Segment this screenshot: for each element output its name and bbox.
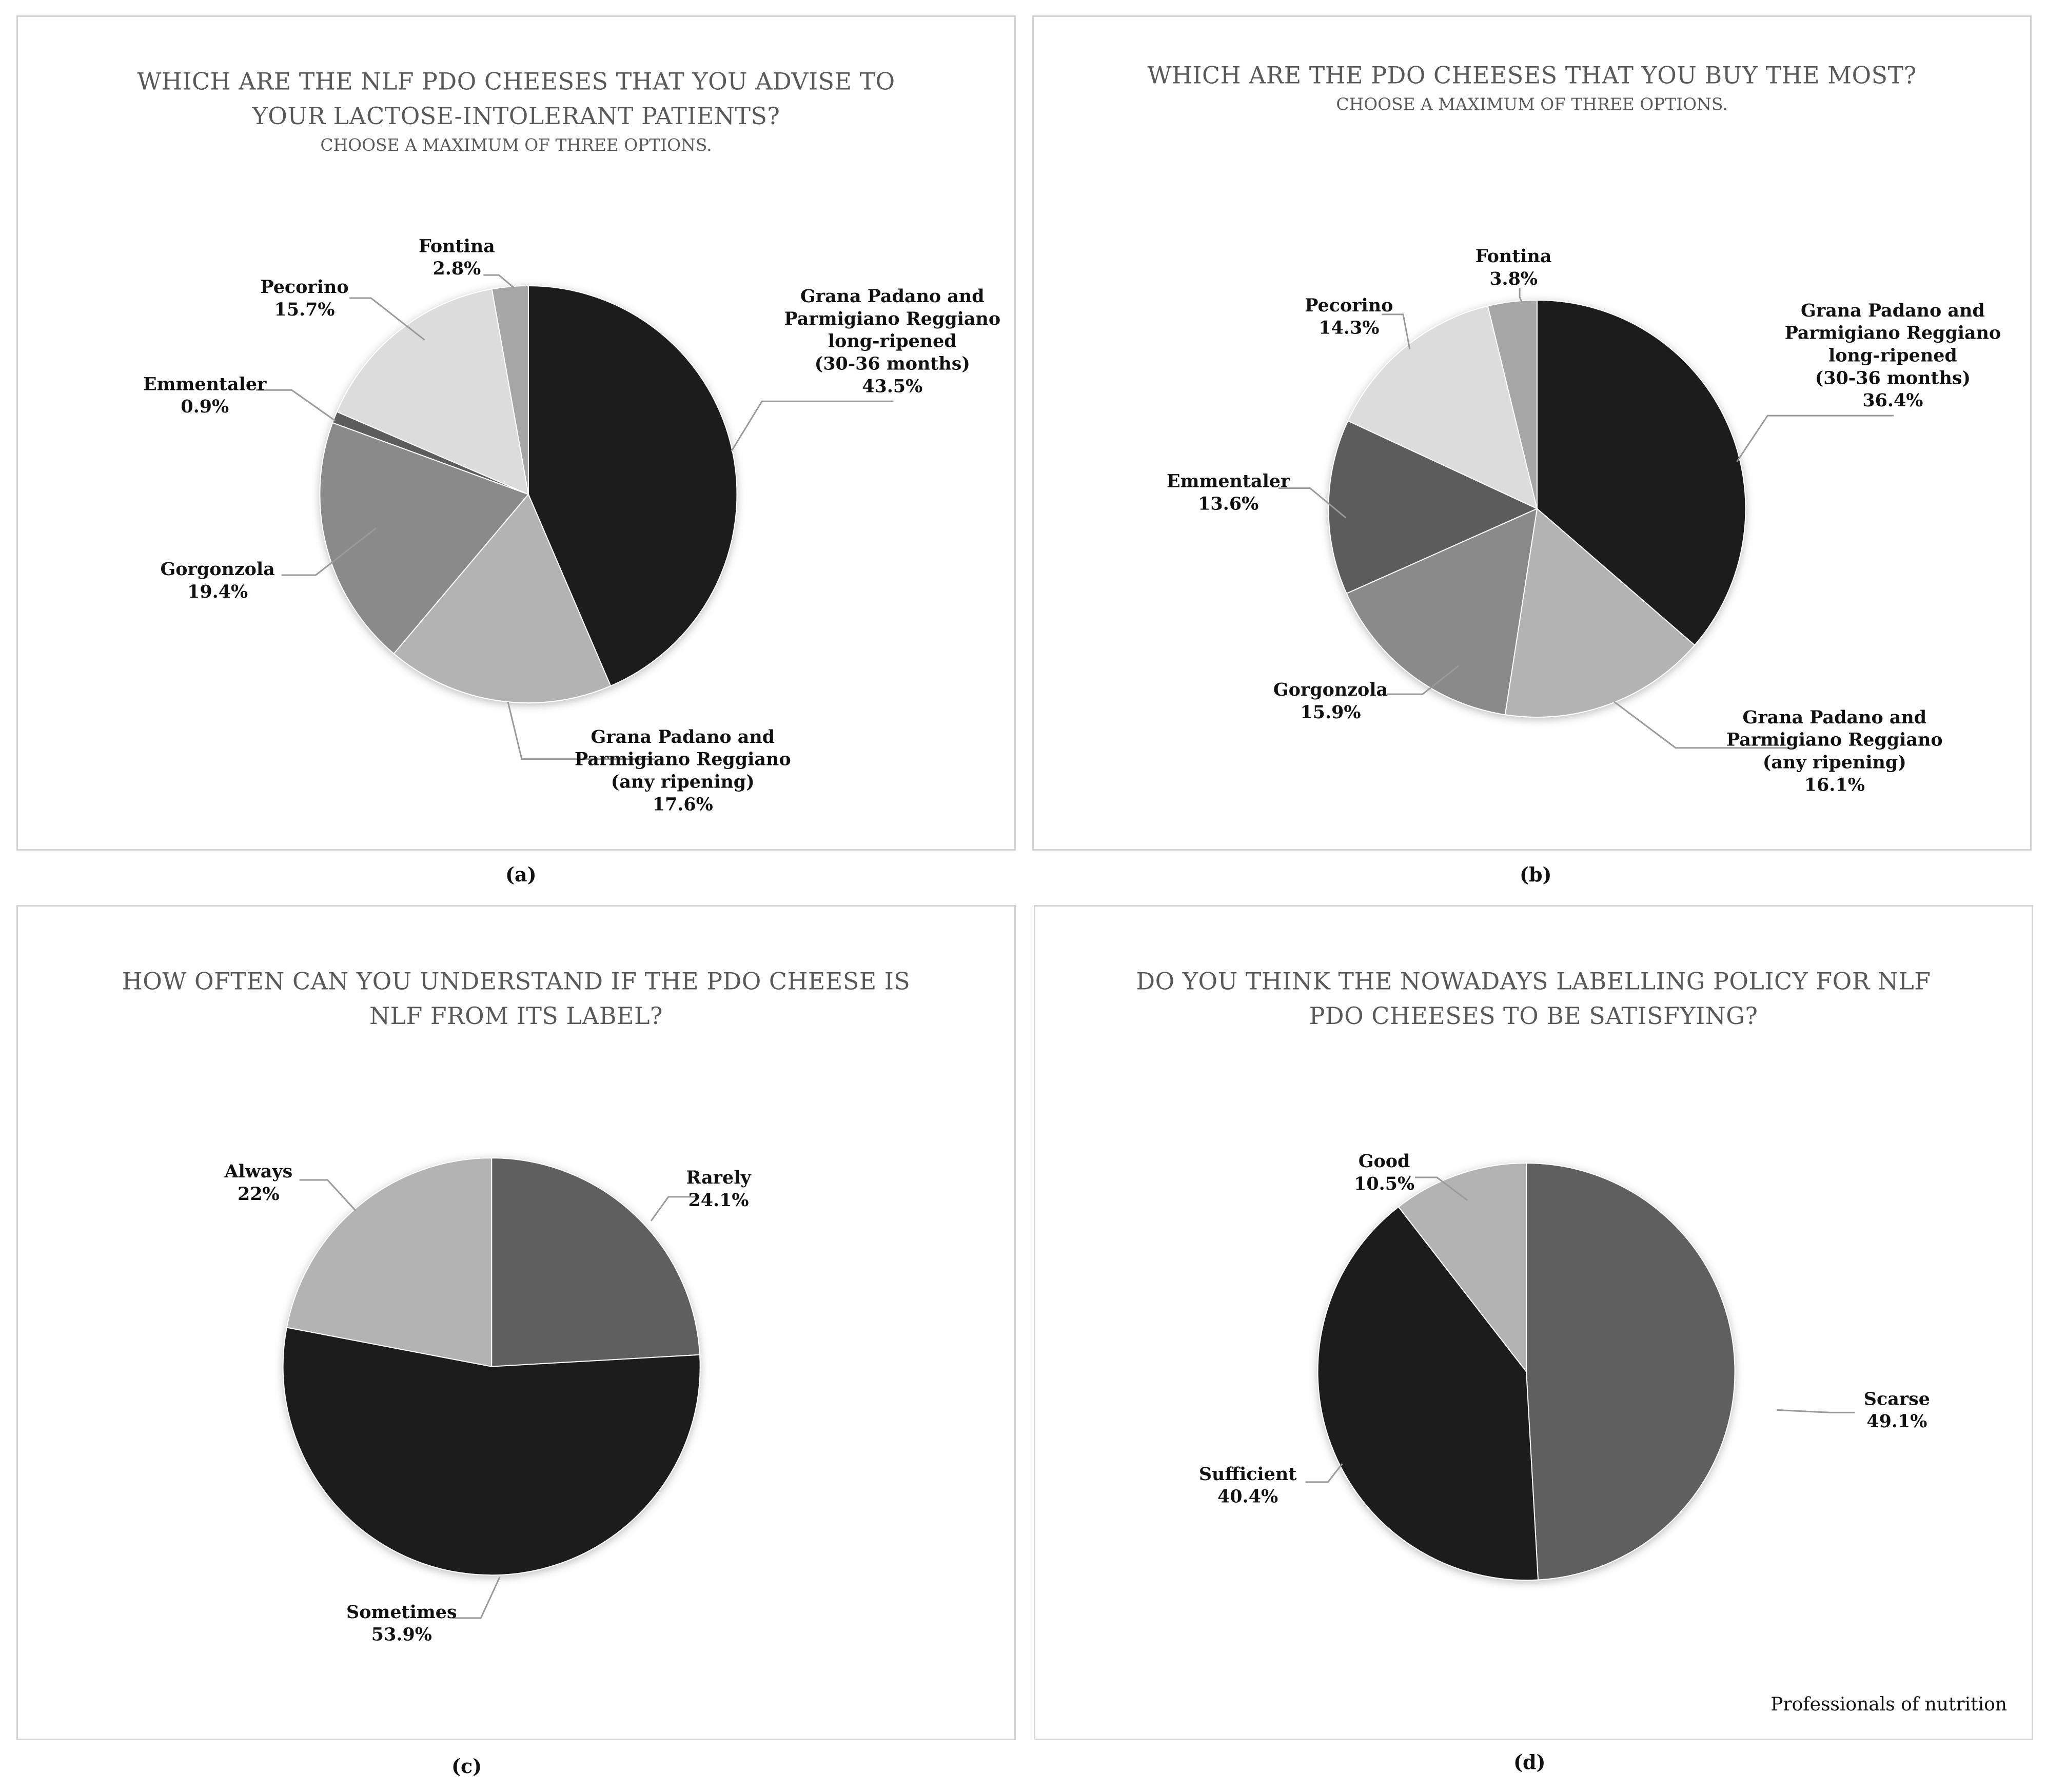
chart-title-line: WHICH ARE THE NLF PDO CHEESES THAT YOU A… (137, 67, 895, 95)
slice-label: Always 22% (224, 1161, 292, 1205)
pie-slice (1317, 1206, 1539, 1581)
pie-slice (286, 1157, 493, 1367)
leader-line (1278, 487, 1347, 519)
pie-slice (1487, 299, 1538, 509)
leader-line (299, 1179, 357, 1211)
leader-line (1777, 1409, 1855, 1413)
pie-slices (319, 285, 738, 704)
leader-line (731, 400, 894, 452)
slice-label: Emmentaler 0.9% (143, 373, 267, 417)
pie-slice (1346, 507, 1538, 716)
leader-line (349, 297, 425, 341)
pie-slice (1526, 1163, 1736, 1581)
panel-label-c: (c) (451, 1755, 482, 1778)
panel-label-d: (d) (1513, 1750, 1546, 1774)
slice-label: Emmentaler 13.6% (1167, 471, 1290, 515)
leader-line (1382, 313, 1411, 349)
slice-label: Fontina 3.8% (1476, 246, 1552, 289)
pie-slice (1328, 420, 1539, 595)
pie-slice (282, 1327, 701, 1576)
slice-label: Grana Padano and Parmigiano Reggiano (any … (1726, 707, 1943, 796)
chart-title-line: YOUR LACTOSE-INTOLERANT PATIENTS? (252, 102, 780, 130)
chart-title-line: WHICH ARE THE PDO CHEESES THAT YOU BUY T… (1147, 62, 1916, 89)
leader-line (453, 1577, 501, 1619)
chart-title-line: PDO CHEESES TO BE SATISFYING? (1309, 1002, 1758, 1030)
pie-slices (1328, 299, 1746, 718)
slice-label: Gorgonzola 15.9% (1273, 679, 1388, 723)
slice-label: Rarely 24.1% (686, 1167, 752, 1211)
pie-chart-d: DO YOU THINK THE NOWADAYS LABELLING POLI… (1136, 967, 1931, 1581)
leader-line (483, 274, 515, 289)
slice-label: Fontina 2.8% (419, 235, 495, 279)
slice-label: Gorgonzola 19.4% (161, 559, 275, 602)
panel-label-b: (b) (1520, 863, 1552, 886)
slice-label: Grana Padano and Parmigiano Reggiano long-… (1785, 300, 2001, 411)
pie-slice (527, 285, 738, 687)
slice-label: Sufficient 40.4% (1199, 1464, 1296, 1507)
pie-chart-a: WHICH ARE THE NLF PDO CHEESES THAT YOU A… (137, 67, 1000, 815)
chart-panel-d: DO YOU THINK THE NOWADAYS LABELLING POLI… (1034, 905, 2033, 1740)
leader-line (1519, 288, 1523, 304)
pie-chart-b: WHICH ARE THE PDO CHEESES THAT YOU BUY T… (1147, 62, 2001, 796)
panel-label-a: (a) (505, 863, 537, 886)
footer-note: Professionals of nutrition (1770, 1694, 2007, 1715)
pie-slice (1504, 507, 1696, 718)
chart-title-line: HOW OFTEN CAN YOU UNDERSTAND IF THE PDO … (122, 967, 910, 995)
leader-line (1387, 665, 1459, 695)
slice-label: Pecorino 14.3% (1305, 295, 1393, 339)
pie-slice (319, 422, 529, 655)
chart-title-line: NLF FROM ITS LABEL? (369, 1002, 663, 1030)
leader-line (1414, 1176, 1468, 1202)
pie-slice (491, 285, 529, 495)
chart-panel-a: WHICH ARE THE NLF PDO CHEESES THAT YOU A… (16, 15, 1016, 851)
pie-slice (336, 288, 529, 496)
pie-slice (1398, 1163, 1527, 1373)
pie-slice (491, 1157, 701, 1367)
pie-slice (1347, 305, 1538, 510)
chart-subtitle: CHOOSE A MAXIMUM OF THREE OPTIONS. (1336, 94, 1727, 114)
pie-slice (1536, 299, 1746, 646)
slice-label: Scarse 49.1% (1864, 1388, 1930, 1432)
leader-line (1305, 1463, 1343, 1483)
leader-line (507, 701, 655, 760)
slice-label: Pecorino 15.7% (260, 277, 348, 320)
chart-panel-b: WHICH ARE THE PDO CHEESES THAT YOU BUY T… (1032, 15, 2032, 851)
leader-line (255, 389, 336, 422)
leader-line (281, 527, 377, 576)
chart-panel-c: HOW OFTEN CAN YOU UNDERSTAND IF THE PDO … (16, 905, 1016, 1740)
slice-label: Grana Padano and Parmigiano Reggiano (any … (575, 726, 791, 815)
slice-label: Grana Padano and Parmigiano Reggiano long-… (784, 286, 1000, 397)
slice-label: Good 10.5% (1354, 1151, 1414, 1194)
chart-subtitle: CHOOSE A MAXIMUM OF THREE OPTIONS. (320, 135, 712, 155)
chart-title-line: DO YOU THINK THE NOWADAYS LABELLING POLI… (1136, 967, 1931, 995)
leader-line (650, 1196, 696, 1222)
slice-label: Sometimes 53.9% (346, 1602, 457, 1645)
leader-line (1736, 415, 1894, 462)
pie-slices (282, 1157, 701, 1576)
pie-slices (1317, 1163, 1736, 1581)
leader-line (1614, 701, 1794, 749)
pie-slice (393, 493, 612, 704)
pie-chart-c: HOW OFTEN CAN YOU UNDERSTAND IF THE PDO … (122, 967, 910, 1645)
